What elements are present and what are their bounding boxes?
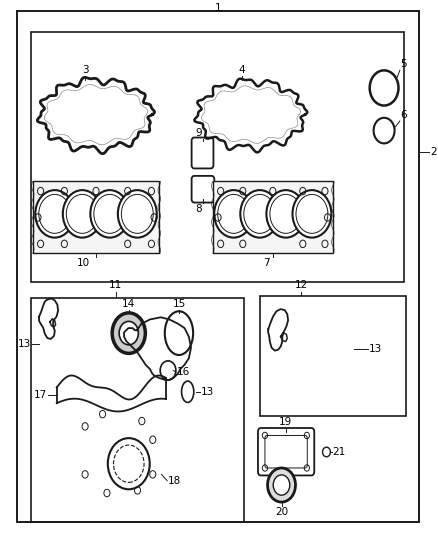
- Text: 6: 6: [401, 110, 407, 120]
- Text: 15: 15: [172, 299, 186, 309]
- Bar: [31, 298, 244, 522]
- Circle shape: [118, 190, 157, 238]
- Circle shape: [273, 475, 290, 495]
- Text: 10: 10: [76, 258, 89, 268]
- Text: 13: 13: [201, 387, 214, 397]
- Text: 8: 8: [195, 204, 202, 214]
- Text: 16: 16: [177, 367, 190, 377]
- Circle shape: [63, 190, 102, 238]
- Text: 13: 13: [369, 344, 382, 354]
- Circle shape: [266, 190, 305, 238]
- Circle shape: [214, 190, 253, 238]
- Circle shape: [119, 321, 138, 345]
- Circle shape: [108, 438, 150, 489]
- Text: 11: 11: [109, 280, 122, 290]
- Text: 14: 14: [122, 299, 135, 309]
- Text: 1: 1: [215, 3, 222, 13]
- Circle shape: [90, 190, 129, 238]
- Text: 13: 13: [18, 339, 32, 349]
- Circle shape: [268, 468, 296, 502]
- Circle shape: [293, 190, 332, 238]
- Text: 12: 12: [294, 280, 308, 290]
- Text: 7: 7: [263, 258, 269, 268]
- Circle shape: [112, 313, 145, 353]
- Circle shape: [240, 190, 279, 238]
- Bar: [260, 296, 406, 416]
- Text: 17: 17: [33, 391, 47, 400]
- Text: 4: 4: [239, 64, 246, 75]
- Bar: [33, 181, 159, 254]
- Text: 19: 19: [279, 417, 293, 427]
- Text: 2: 2: [430, 147, 437, 157]
- Text: 21: 21: [332, 447, 346, 457]
- Text: 18: 18: [168, 476, 181, 486]
- Circle shape: [35, 190, 74, 238]
- Text: 5: 5: [401, 59, 407, 69]
- Bar: [213, 181, 333, 254]
- Text: 3: 3: [82, 64, 88, 75]
- Text: 20: 20: [275, 507, 288, 518]
- Text: 9: 9: [195, 127, 202, 138]
- Bar: [31, 32, 404, 282]
